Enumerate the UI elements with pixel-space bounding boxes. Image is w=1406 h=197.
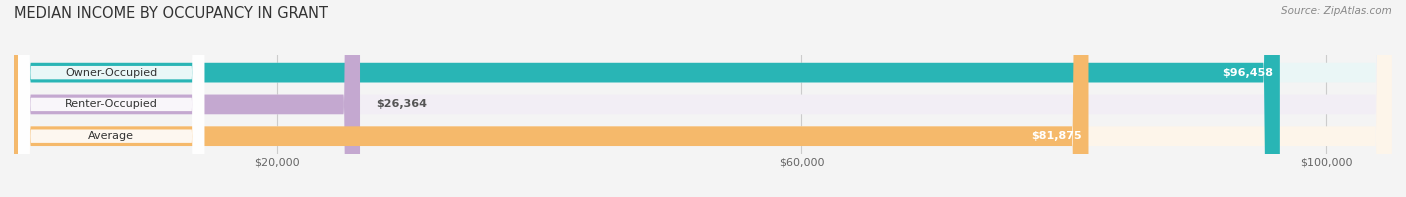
Text: $26,364: $26,364: [377, 99, 427, 109]
Text: Owner-Occupied: Owner-Occupied: [65, 68, 157, 78]
Text: MEDIAN INCOME BY OCCUPANCY IN GRANT: MEDIAN INCOME BY OCCUPANCY IN GRANT: [14, 6, 328, 21]
FancyBboxPatch shape: [18, 0, 204, 197]
FancyBboxPatch shape: [14, 0, 1392, 197]
FancyBboxPatch shape: [14, 0, 1392, 197]
Text: $96,458: $96,458: [1222, 68, 1272, 78]
FancyBboxPatch shape: [18, 0, 204, 197]
Text: Renter-Occupied: Renter-Occupied: [65, 99, 157, 109]
Text: $81,875: $81,875: [1031, 131, 1081, 141]
FancyBboxPatch shape: [14, 0, 360, 197]
FancyBboxPatch shape: [14, 0, 1392, 197]
FancyBboxPatch shape: [18, 0, 204, 197]
FancyBboxPatch shape: [14, 0, 1088, 197]
FancyBboxPatch shape: [14, 0, 1279, 197]
Text: Average: Average: [89, 131, 134, 141]
Text: Source: ZipAtlas.com: Source: ZipAtlas.com: [1281, 6, 1392, 16]
